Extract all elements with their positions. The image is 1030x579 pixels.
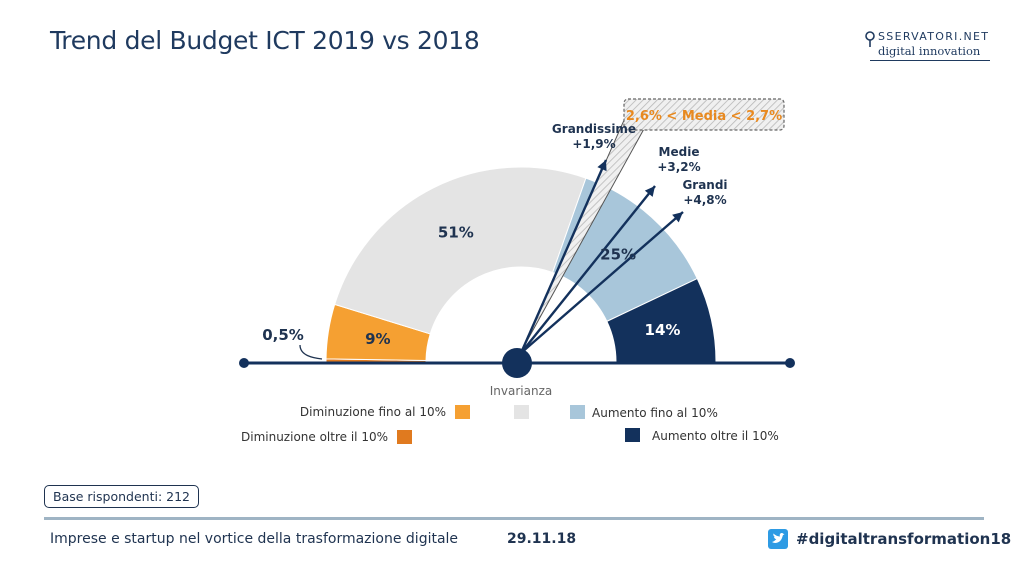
legend-swatch-aum-oltre	[625, 428, 640, 442]
pointer-arrowhead-grandissime	[597, 160, 607, 172]
average-box	[623, 98, 785, 131]
osservatori-logo: SSERVATORI.NET digital innovation	[864, 30, 1004, 64]
legend-swatch-invarianza	[514, 405, 529, 419]
legend-label-dim-fino: Diminuzione fino al 10%	[300, 405, 446, 419]
segment-label-invarianza: 51%	[438, 223, 474, 241]
gauge-hub	[502, 348, 532, 378]
segment-label-dim-fino: 9%	[365, 330, 390, 348]
legend-swatch-dim-oltre	[397, 430, 412, 444]
legend-label-dim-oltre: Diminuzione oltre il 10%	[241, 430, 388, 444]
pointer-name-grandissime: Grandissime	[552, 122, 636, 136]
map-pin-icon	[865, 31, 875, 47]
footer-hashtag[interactable]: #digitaltransformation18	[796, 530, 1012, 548]
twitter-bird-icon[interactable]	[768, 529, 788, 549]
pointer-name-medie: Medie	[659, 145, 700, 159]
pointer-arrow-grandi	[520, 211, 684, 354]
segment-label-aum-fino: 25%	[600, 245, 636, 263]
pointer-value-grandissime: +1,9%	[572, 137, 615, 151]
page-title: Trend del Budget ICT 2019 vs 2018	[50, 26, 480, 55]
axis-end-right	[785, 358, 795, 368]
footer-title: Imprese e startup nel vortice della tras…	[50, 531, 459, 547]
legend-swatch-dim-fino	[455, 405, 470, 419]
twitter-bird-glyph	[772, 533, 785, 543]
legend: Diminuzione oltre il 10% Diminuzione fino…	[241, 405, 779, 444]
pointer-arrow-grandissime	[519, 159, 608, 354]
legend-label-aum-oltre: Aumento oltre il 10%	[652, 429, 779, 443]
pointer-arrow-medie	[520, 185, 656, 354]
legend-label-aum-fino: Aumento fino al 10%	[592, 406, 718, 420]
segment-labels: 0,5% 9% 51% 25% 14%	[262, 223, 680, 348]
budget-chart: 2,6% < Media < 2,7% Grandissime+1,9% Medi…	[239, 98, 795, 444]
axis-end-left	[239, 358, 249, 368]
footer-date: 29.11.18	[507, 531, 577, 547]
logo-subtitle: digital innovation	[878, 44, 981, 58]
segment-invarianza	[334, 166, 587, 335]
legend-invarianza-caption: Invarianza	[490, 384, 552, 398]
average-label: 2,6% < Media < 2,7%	[626, 109, 782, 124]
average-wedge: 2,6% < Media < 2,7%	[521, 98, 785, 351]
logo-underline	[870, 60, 990, 61]
logo-text: SSERVATORI.NET	[878, 30, 990, 43]
base-rispondenti-badge: Base rispondenti: 212	[44, 485, 200, 508]
small-segment-leader	[299, 344, 323, 360]
pointer-arrowhead-grandi	[672, 212, 683, 223]
footer-divider	[44, 517, 984, 520]
legend-swatch-aum-fino	[570, 405, 585, 419]
pointer-arrowhead-medie	[644, 186, 655, 197]
pointer-value-medie: +3,2%	[657, 160, 700, 174]
pointer-name-grandi: Grandi	[682, 178, 727, 192]
segment-label-aum-oltre: 14%	[645, 321, 681, 339]
pointer-value-grandi: +4,8%	[683, 193, 726, 207]
pointer-arrows: Grandissime+1,9% Medie+3,2% Grandi+4,8%	[519, 122, 728, 354]
segment-label-dim-oltre: 0,5%	[262, 326, 304, 344]
